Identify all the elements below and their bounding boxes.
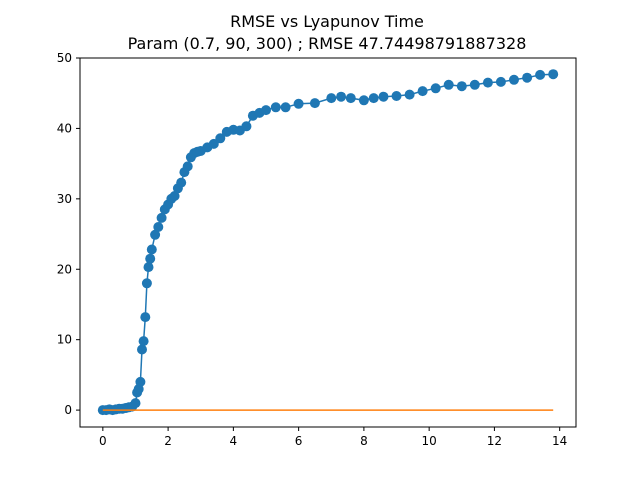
x-tick-label: 2 bbox=[164, 434, 172, 448]
series-0-point bbox=[146, 244, 157, 255]
series-0-point bbox=[137, 344, 147, 355]
y-tick-label: 40 bbox=[57, 121, 72, 135]
y-tick-label: 50 bbox=[57, 51, 72, 65]
axes-frame bbox=[79, 57, 577, 428]
series-0-point bbox=[417, 86, 428, 97]
x-tick-label: 0 bbox=[99, 434, 107, 448]
x-tick-label: 8 bbox=[360, 434, 368, 448]
series-0-point bbox=[443, 79, 454, 90]
series-0-point bbox=[430, 83, 441, 94]
chart-title: RMSE vs Lyapunov Time bbox=[230, 12, 424, 31]
series-0-point bbox=[143, 262, 154, 273]
chart-subtitle: Param (0.7, 90, 300) ; RMSE 47.744987918… bbox=[128, 34, 527, 53]
series-0-point bbox=[176, 177, 187, 188]
series-0-point bbox=[509, 74, 519, 85]
series-0-point bbox=[368, 93, 379, 104]
series-0-point bbox=[270, 102, 281, 113]
series-0-point bbox=[261, 105, 271, 116]
series-0-point bbox=[156, 212, 167, 223]
series-0-point bbox=[150, 229, 161, 240]
series-0-point bbox=[522, 72, 533, 83]
series-0-point bbox=[378, 91, 389, 102]
series-0-point bbox=[358, 95, 369, 106]
axis-ticks: 0 2 4 6 8 10 12 14 0 10 20 30 40 50 bbox=[57, 51, 568, 448]
y-tick-label: 30 bbox=[57, 192, 72, 206]
series-0-point bbox=[482, 77, 493, 88]
series-0-point bbox=[404, 89, 415, 100]
x-tick-label: 4 bbox=[230, 434, 238, 448]
x-tick-label: 6 bbox=[295, 434, 303, 448]
series-0-point bbox=[309, 98, 320, 109]
series-0-point bbox=[456, 81, 467, 92]
series-0-point bbox=[336, 91, 347, 102]
series-0-line bbox=[102, 73, 554, 411]
series-0-point bbox=[391, 91, 402, 101]
series-0-point bbox=[215, 133, 226, 144]
series-0-point bbox=[169, 191, 180, 201]
series-0-point bbox=[469, 79, 480, 90]
series-0-point bbox=[138, 336, 149, 347]
series-0-point bbox=[130, 398, 141, 409]
y-tick-label: 0 bbox=[64, 403, 72, 417]
x-tick-label: 10 bbox=[422, 434, 437, 448]
series-0-point bbox=[280, 102, 291, 113]
series-0-point bbox=[135, 376, 146, 387]
y-tick-label: 10 bbox=[57, 333, 72, 347]
series-0-point bbox=[140, 312, 151, 323]
series-0-point bbox=[182, 161, 193, 172]
series-0-point bbox=[495, 76, 506, 87]
x-tick-label: 14 bbox=[552, 434, 567, 448]
series-0-point bbox=[293, 98, 304, 109]
series-0-point bbox=[548, 69, 559, 80]
plot-area bbox=[97, 69, 559, 416]
series-0-point bbox=[535, 69, 546, 80]
series-0-point bbox=[145, 253, 156, 264]
series-0-point bbox=[326, 93, 337, 104]
series-0-point bbox=[141, 278, 152, 289]
y-tick-label: 20 bbox=[57, 262, 72, 276]
x-tick-label: 12 bbox=[487, 434, 502, 448]
series-0-point bbox=[208, 138, 219, 149]
series-0-point bbox=[241, 121, 252, 132]
series-0-point bbox=[345, 93, 356, 104]
series-0-point bbox=[153, 222, 164, 232]
